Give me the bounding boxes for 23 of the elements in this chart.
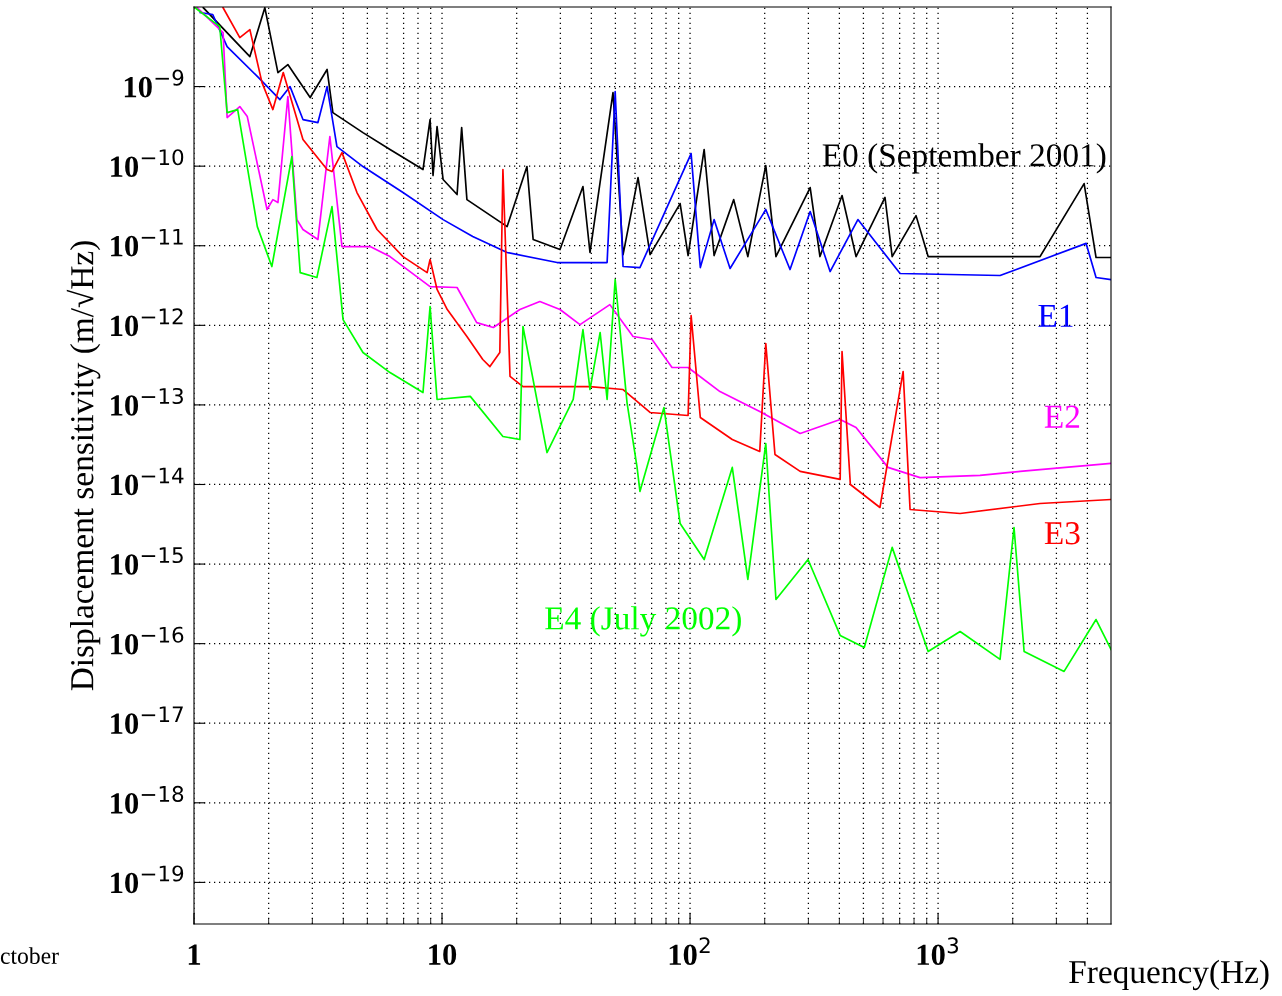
y-tick-label: 10$^{−10}$ [111,149,184,178]
y-tick-label: 10$^{−12}$ [111,308,183,337]
y-axis-title: Displacement sensitivity (m/√Hz) [66,241,101,691]
y-tick-label: 10$^{−18}$ [111,785,184,814]
y-tick-label: 10$^{−14}$ [111,467,184,496]
series-label: E4 (July 2002) [545,606,741,637]
x-tick-label: 10 [429,944,457,965]
series-label: E3 [1044,522,1080,545]
x-tick-label: 10$^{3}$ [917,937,959,966]
text: ctober [0,947,59,964]
y-tick-label: 10$^{−19}$ [111,865,184,894]
y-tick-label: 10$^{−17}$ [111,706,183,734]
y-tick-label: 10$^{−16}$ [111,626,184,655]
y-tick-label: 10$^{−13}$ [111,387,183,416]
series-label: E1 [1038,304,1073,327]
y-tick-label: 10$^{−11}$ [111,228,183,257]
y-tick-label: 10$^{−15}$ [111,547,183,575]
x-axis-title: Frequency(Hz) [1069,959,1269,991]
x-tick-label: 10$^{2}$ [669,937,710,966]
series-label: E2 [1044,405,1080,428]
x-tick-label: 1 [188,944,201,965]
y-tick-label: 10$^{−9}$ [124,69,184,98]
series-label: E0 (September 2001) [822,143,1106,174]
